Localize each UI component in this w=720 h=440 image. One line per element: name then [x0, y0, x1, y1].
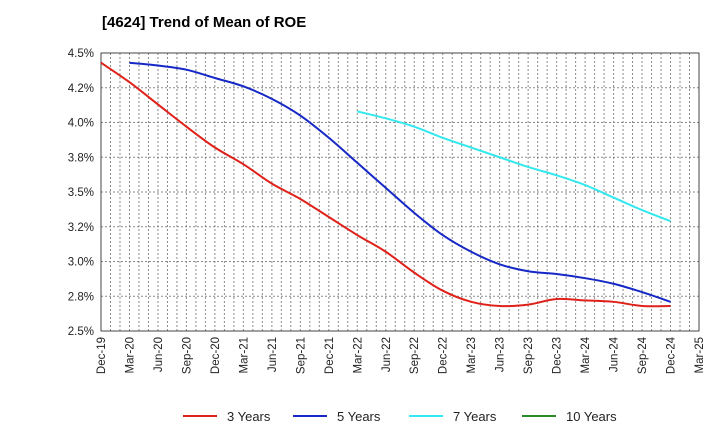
legend-swatch-7-years: [409, 415, 443, 417]
series-lines: [100, 61, 671, 308]
x-tick-label: Jun-22: [381, 337, 393, 372]
x-tick-label: Dec-20: [210, 337, 222, 374]
grid: [100, 52, 700, 332]
chart-title: [4624] Trend of Mean of ROE: [102, 14, 307, 31]
y-tick-label: 4.5%: [68, 48, 94, 60]
y-tick-label: 4.2%: [68, 83, 94, 95]
x-tick-label: Jun-21: [267, 337, 279, 372]
x-tick-label: Mar-25: [694, 337, 706, 373]
legend-label-7-years: 7 Years: [453, 408, 497, 424]
y-tick-labels: 2.5% 2.8% 3.0% 3.2% 3.5% 3.8% 4.0% 4.2% 4.5%: [68, 48, 94, 338]
y-tick-label: 3.2%: [68, 222, 94, 234]
x-tick-label: Jun-24: [609, 336, 621, 372]
x-tick-label: Dec-24: [666, 336, 678, 374]
y-tick-label: 4.0%: [68, 118, 94, 130]
y-tick-label: 3.0%: [68, 257, 94, 269]
legend-label-5-years: 5 Years: [337, 408, 381, 424]
legend-item-7-years: 7 Years: [409, 407, 496, 425]
y-tick-label: 3.8%: [68, 152, 94, 164]
y-tick-label: 2.8%: [68, 291, 94, 303]
series-line-7-years: [357, 110, 671, 223]
x-tick-label: Sep-21: [295, 337, 307, 374]
legend-swatch-5-years: [293, 415, 327, 417]
x-tick-label: Mar-22: [352, 337, 364, 373]
legend: 3 Years 5 Years 7 Years 10 Years: [0, 407, 720, 425]
legend-item-10-years: 10 Years: [522, 407, 617, 425]
plot-frame: [100, 52, 700, 332]
x-tick-label: Sep-24: [637, 336, 649, 374]
legend-label-3-years: 3 Years: [227, 408, 271, 424]
x-tick-label: Jun-23: [495, 337, 507, 372]
y-tick-label: 3.5%: [68, 187, 94, 199]
x-tick-label: Dec-19: [96, 337, 108, 374]
x-tick-label: Dec-21: [324, 337, 336, 374]
series-line-3-years: [100, 61, 671, 308]
y-tick-label: 2.5%: [68, 326, 94, 338]
x-tick-label: Mar-20: [124, 337, 136, 373]
x-tick-label: Dec-22: [438, 337, 450, 374]
x-tick-label: Mar-23: [466, 337, 478, 373]
legend-label-10-years: 10 Years: [566, 408, 617, 424]
legend-item-3-years: 3 Years: [183, 407, 270, 425]
x-tick-label: Sep-22: [409, 337, 421, 374]
legend-swatch-10-years: [522, 415, 556, 417]
legend-swatch-3-years: [183, 415, 217, 417]
x-tick-label: Sep-23: [523, 337, 535, 374]
x-tick-label: Sep-20: [181, 337, 193, 374]
x-tick-label: Mar-21: [238, 337, 250, 373]
axes: [100, 52, 700, 332]
x-tick-labels: Dec-19 Mar-20 Jun-20 Sep-20 Dec-20 Mar-21 Jun-…: [96, 336, 706, 374]
x-tick-label: Dec-23: [552, 337, 564, 374]
x-tick-label: Jun-20: [153, 337, 165, 372]
legend-item-5-years: 5 Years: [293, 407, 380, 425]
series-line-5-years: [129, 61, 671, 303]
x-tick-label: Mar-24: [580, 336, 592, 373]
